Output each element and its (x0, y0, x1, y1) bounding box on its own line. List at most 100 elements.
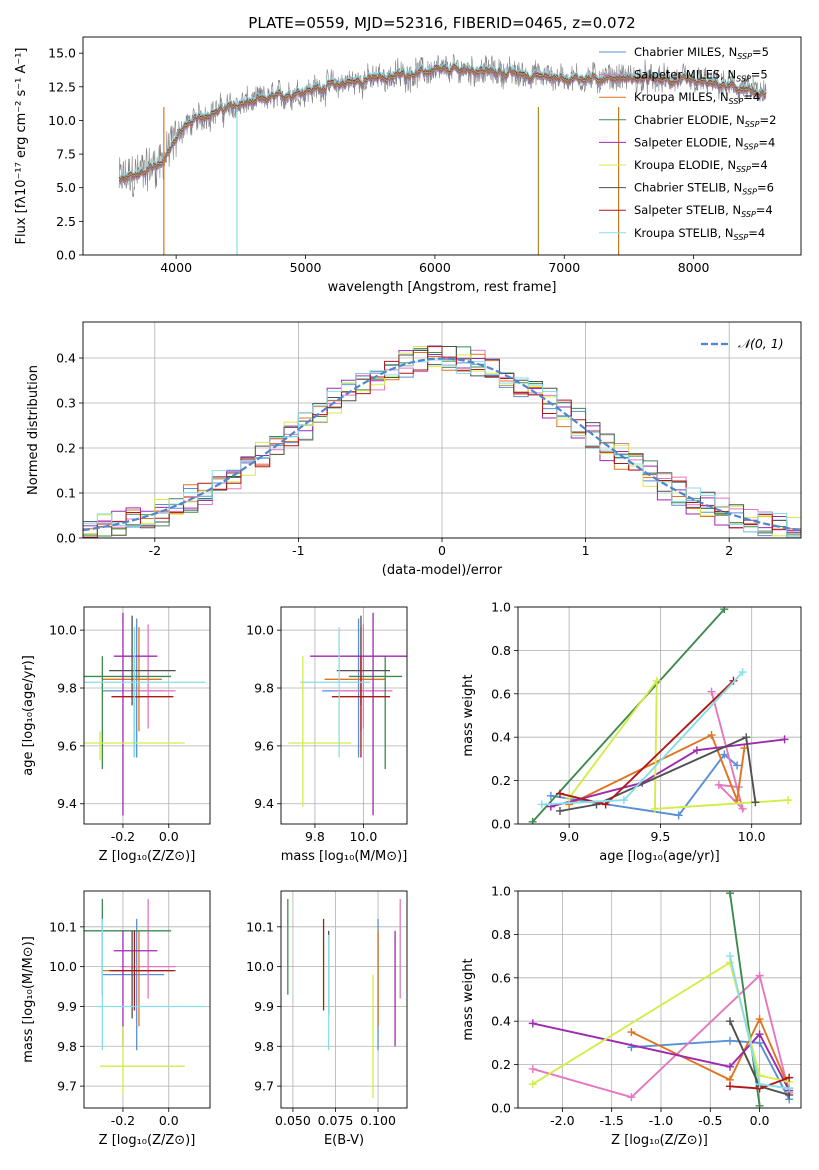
spectrum-axes: 4000 5000 6000 7000 8000 0.0 2.5 5.0 7.5 10.0 12.5… (14, 46, 710, 295)
mass-weight-marker (555, 806, 564, 815)
legend-entry-label: Kroupa STELIB, NSSP=4 (634, 226, 765, 242)
y-tick-label: 9.6 (254, 738, 274, 753)
mass-weight-line (532, 973, 791, 1099)
residuals-frame (82, 321, 802, 539)
weight_vs_Z-axes: -2.0 -1.5 -1.0 -0.5 0.0 0.0 0.2 0.4 0.6 0.8 1.0 Z [… (461, 884, 801, 1148)
mass-weight-line (631, 1039, 791, 1100)
mass-weight-marker (528, 1019, 537, 1028)
mass-weight-line (559, 680, 735, 806)
y-tick-label: 9.8 (254, 1039, 274, 1054)
mass_vs_ebv-frame (280, 890, 408, 1109)
legend-entry-label: Salpeter ELODIE, NSSP=4 (634, 135, 775, 151)
y-tick-label: 0.4 (56, 351, 76, 366)
x-axis-label: (data-model)/error (382, 563, 503, 578)
y-axis-label: Flux [fλ10⁻¹⁷ erg cm⁻² s⁻¹ A⁻¹] (14, 48, 29, 245)
x-axis-label: E(B-V) (324, 1133, 364, 1148)
x-tick-label: 9.0 (559, 829, 579, 844)
histogram-step-line (83, 346, 801, 538)
mass-weight-line (531, 608, 726, 823)
mass-weight-marker (755, 1080, 764, 1089)
gaussian-legend-label: 𝒩(0, 1) (738, 336, 784, 351)
x-axis-label: age [log₁₀(age/yr)] (599, 849, 720, 864)
age_vs_Z-axes: -0.2 0.0 9.4 9.6 9.8 10.0 Z [log₁₀(Z/Z⊙)] age [… (21, 607, 210, 864)
x-tick-label: 2 (725, 543, 733, 558)
y-axis-label: mass [log₁₀(M/M⊙)] (21, 936, 36, 1063)
mass-weight-marker (627, 1093, 636, 1102)
y-tick-label: 10.0 (246, 959, 274, 974)
y-tick-label: 0.4 (491, 730, 511, 745)
y-tick-label: 15.0 (48, 46, 76, 61)
y-tick-label: 7.5 (56, 147, 76, 162)
mass-weight-marker (528, 817, 537, 824)
weight_vs_Z-plot-area (528, 891, 794, 1108)
mass-weight-marker (720, 607, 729, 614)
x-tick-label: -0.2 (111, 829, 135, 844)
age_vs_Z-plot-area (84, 612, 206, 816)
mass-weight-line (729, 893, 761, 1106)
age_vs_Z-frame (83, 606, 211, 825)
mass-weight-marker (733, 761, 742, 770)
mass-weight-marker (619, 796, 628, 805)
y-tick-label: 0.0 (56, 531, 76, 546)
mass-weight-marker (707, 731, 716, 740)
y-tick-label: 10.0 (48, 113, 76, 128)
x-tick-label: -2 (149, 543, 161, 558)
mass-weight-marker (528, 1080, 537, 1089)
mass-weight-marker (726, 952, 735, 961)
y-tick-label: 0.1 (56, 486, 76, 501)
y-tick-label: 1.0 (491, 600, 511, 615)
mass-weight-marker (755, 971, 764, 980)
y-tick-label: 0.8 (491, 643, 511, 658)
mass-weight-marker (785, 1084, 794, 1093)
y-tick-label: 9.4 (57, 796, 77, 811)
x-tick-label: 10.0 (738, 829, 766, 844)
y-tick-label: 0.8 (491, 927, 511, 942)
weight_vs_age-frame (517, 606, 802, 825)
spectrum-frame (82, 36, 802, 256)
y-axis-label: age [log₁₀(age/yr)] (21, 655, 36, 776)
gaussian-curve (83, 357, 801, 532)
legend-entry-label: Chabrier STELIB, NSSP=6 (634, 181, 774, 197)
mass-weight-marker (546, 791, 555, 800)
x-tick-label: 4000 (160, 260, 192, 275)
y-tick-label: 9.7 (254, 1079, 274, 1094)
y-tick-label: 10.0 (49, 959, 77, 974)
y-tick-label: 9.6 (57, 738, 77, 753)
legend-entry-label: Salpeter STELIB, NSSP=4 (634, 203, 773, 219)
mass-weight-marker (738, 804, 747, 813)
y-tick-label: 10.0 (246, 623, 274, 638)
x-tick-label: -1 (292, 543, 304, 558)
mass-weight-marker (714, 780, 723, 789)
mass-weight-line (559, 735, 757, 812)
y-axis-label: mass weight (461, 674, 476, 756)
y-tick-label: 10.1 (49, 919, 77, 934)
x-tick-label: -2.0 (550, 1113, 574, 1128)
legend-entry-label: Chabrier MILES, NSSP=5 (634, 45, 769, 61)
mass-weight-marker (720, 750, 729, 759)
x-tick-label: 0.050 (275, 1113, 311, 1128)
mass-weight-marker (726, 891, 735, 898)
y-tick-label: 9.8 (57, 681, 77, 696)
mass-weight-marker (652, 676, 661, 685)
figure-title: PLATE=0559, MJD=52316, FIBERID=0465, z=0… (248, 14, 635, 32)
x-tick-label: 7000 (548, 260, 580, 275)
x-tick-label: 9.5 (650, 829, 670, 844)
weight_vs_Z-frame (517, 890, 802, 1109)
legend-entry-label: Chabrier ELODIE, NSSP=2 (634, 113, 776, 129)
y-tick-label: 12.5 (48, 79, 76, 94)
mass-weight-marker (755, 1038, 764, 1047)
histogram-step-line (83, 359, 801, 538)
x-tick-label: 0.0 (159, 1113, 179, 1128)
x-tick-label: 0.0 (159, 829, 179, 844)
mass-weight-marker (751, 798, 760, 807)
legend-entry-label: Kroupa ELODIE, NSSP=4 (634, 158, 768, 174)
y-tick-label: 0.0 (491, 817, 511, 832)
y-tick-label: 0.6 (491, 970, 511, 985)
x-tick-label: -0.2 (111, 1113, 135, 1128)
mass-weight-marker (742, 733, 751, 742)
x-axis-label: mass [log₁₀(M/M⊙)] (281, 849, 408, 864)
mass-weight-marker (707, 687, 716, 696)
mass-weight-marker (784, 796, 793, 805)
y-tick-label: 10.0 (49, 623, 77, 638)
